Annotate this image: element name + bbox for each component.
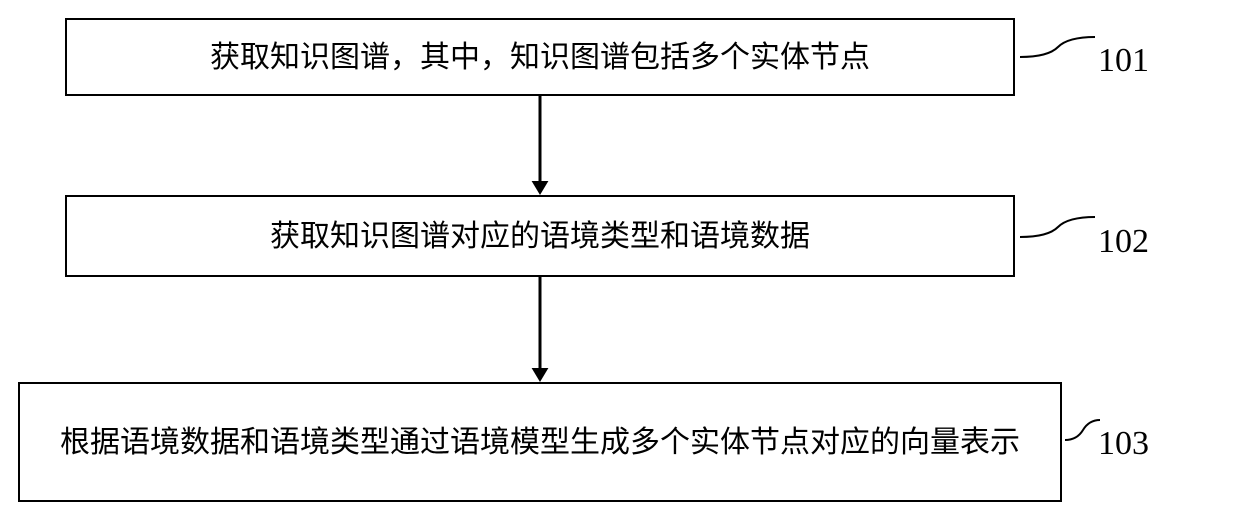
step-1-number: 101 — [1098, 42, 1149, 80]
step-2-number: 102 — [1098, 223, 1149, 261]
flowchart-step-3: 根据语境数据和语境类型通过语境模型生成多个实体节点对应的向量表示 — [18, 382, 1062, 502]
arrow-1-to-2 — [525, 96, 555, 195]
arrow-2-to-3 — [525, 277, 555, 382]
step-2-connector — [1020, 215, 1100, 255]
step-1-text: 获取知识图谱，其中，知识图谱包括多个实体节点 — [194, 27, 886, 88]
flowchart-step-1: 获取知识图谱，其中，知识图谱包括多个实体节点 — [65, 18, 1015, 96]
step-3-number: 103 — [1098, 425, 1149, 463]
flowchart-step-2: 获取知识图谱对应的语境类型和语境数据 — [65, 195, 1015, 277]
step-2-text: 获取知识图谱对应的语境类型和语境数据 — [254, 206, 826, 267]
step-3-text: 根据语境数据和语境类型通过语境模型生成多个实体节点对应的向量表示 — [44, 412, 1036, 473]
step-1-connector — [1020, 35, 1100, 75]
